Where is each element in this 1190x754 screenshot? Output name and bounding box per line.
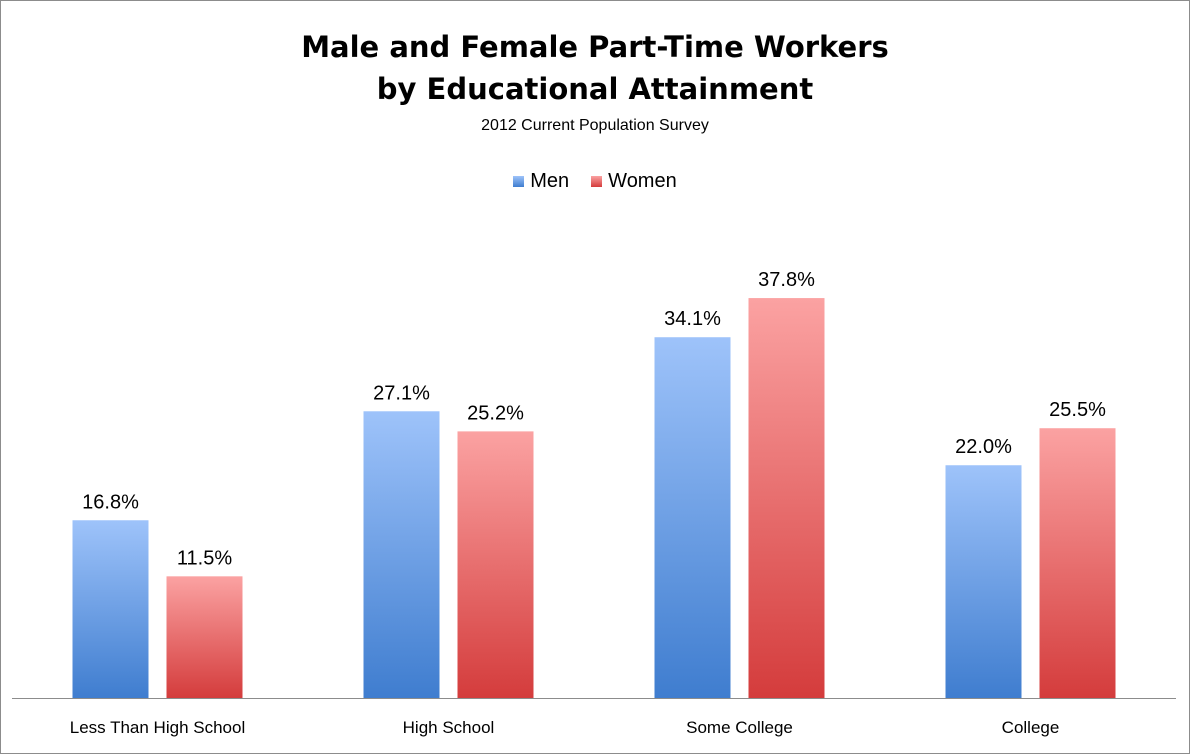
category-label-college: College: [1002, 718, 1060, 737]
data-label-men-college: 22.0%: [955, 436, 1012, 458]
data-label-men-some-college: 34.1%: [664, 308, 721, 330]
chart-title-line2: by Educational Attainment: [376, 72, 814, 106]
legend-item-women: Women: [591, 170, 677, 193]
chart-subtitle: 2012 Current Population Survey: [481, 117, 709, 134]
legend-item-men: Men: [513, 170, 569, 193]
bar-men-high-school: [363, 411, 440, 698]
data-label-women-less-than-high-school: 11.5%: [177, 547, 232, 569]
bar-women-high-school: [457, 431, 534, 698]
bar-men-less-than-high-school: [72, 520, 149, 698]
chart-title-line1: Male and Female Part-Time Workers: [301, 30, 889, 64]
category-label-some-college: Some College: [686, 718, 793, 737]
data-label-women-college: 25.5%: [1049, 399, 1106, 421]
chart-legend: Men Women: [0, 170, 1190, 193]
legend-label-men: Men: [530, 170, 570, 192]
category-label-less-than-high-school: Less Than High School: [70, 718, 245, 737]
data-label-men-less-than-high-school: 16.8%: [82, 491, 139, 513]
legend-swatch-women: [591, 176, 603, 187]
bar-women-college: [1039, 428, 1116, 698]
legend-swatch-men: [513, 176, 525, 187]
category-label-high-school: High School: [403, 718, 495, 737]
legend-label-women: Women: [608, 170, 677, 192]
bar-men-some-college: [654, 337, 731, 698]
bar-women-some-college: [748, 298, 825, 698]
bar-men-college: [945, 465, 1022, 698]
data-label-women-high-school: 25.2%: [467, 402, 524, 424]
bar-women-less-than-high-school: [166, 576, 243, 698]
data-label-men-high-school: 27.1%: [373, 382, 430, 404]
data-label-women-some-college: 37.8%: [758, 269, 815, 291]
